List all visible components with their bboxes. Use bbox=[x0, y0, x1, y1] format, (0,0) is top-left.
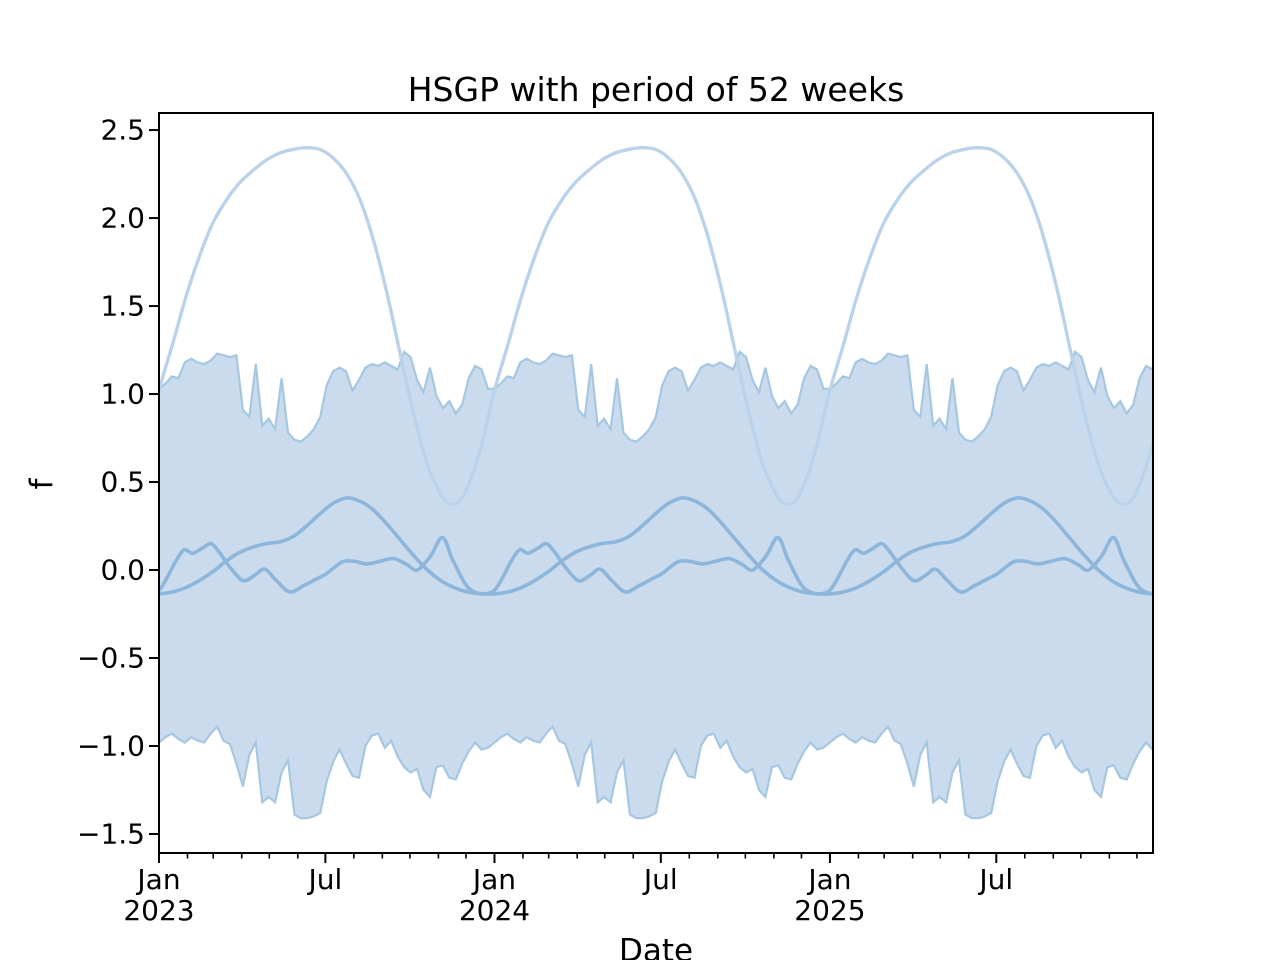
band-upper-edge-line bbox=[159, 349, 1153, 443]
gp-sample-medium-bell bbox=[159, 496, 1153, 596]
y-tick-label: −1.5 bbox=[77, 817, 145, 851]
chart-title: HSGP with period of 52 weeks bbox=[407, 70, 905, 109]
x-tick-year: 2024 bbox=[458, 894, 531, 927]
x-tick-label: Jul bbox=[643, 863, 678, 896]
band-lower-edge-line bbox=[159, 724, 1153, 820]
x-tick-label: Jan 2023 bbox=[89, 864, 229, 926]
y-tick-label: 1.0 bbox=[100, 377, 145, 411]
y-tick-label: 2.0 bbox=[100, 201, 145, 235]
x-tick-year: 2023 bbox=[123, 894, 195, 927]
x-tick-label: Jul bbox=[308, 863, 343, 896]
y-tick-label: 0.5 bbox=[100, 465, 145, 499]
gp-sample-wiggly bbox=[159, 535, 1153, 596]
y-tick-label: 0.0 bbox=[100, 553, 145, 587]
y-tick-label: −1.0 bbox=[77, 729, 145, 763]
uncertainty-band bbox=[159, 351, 1153, 819]
x-tick-label: Jan 2025 bbox=[760, 864, 900, 926]
x-tick-year: 2025 bbox=[794, 894, 866, 927]
gp-sample-large-annual bbox=[159, 145, 1153, 506]
y-tick-label: 1.5 bbox=[100, 289, 145, 323]
x-tick-label: Jan 2024 bbox=[424, 864, 564, 926]
y-tick-label: 2.5 bbox=[100, 113, 145, 147]
x-tick-label: Jul bbox=[979, 863, 1014, 896]
x-axis-label: Date bbox=[618, 933, 694, 960]
y-tick-label: −0.5 bbox=[77, 641, 145, 675]
